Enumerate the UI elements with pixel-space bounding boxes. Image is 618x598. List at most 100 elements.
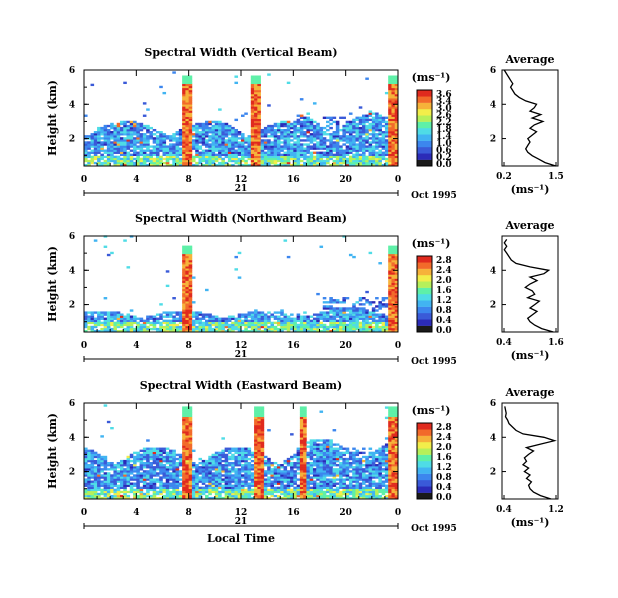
heatmap-cell — [123, 327, 127, 331]
heatmap-cell — [182, 422, 186, 426]
heatmap-cell — [178, 149, 183, 152]
heatmap-cell — [133, 451, 137, 455]
heatmap-cell — [103, 472, 108, 475]
heatmap-cell — [257, 468, 261, 471]
heatmap-cell — [113, 147, 118, 150]
heatmap-cell — [276, 466, 281, 469]
heatmap-cell — [296, 472, 301, 475]
heatmap-cell — [208, 455, 212, 459]
heatmap-cell — [211, 466, 216, 469]
heatmap-cell — [286, 476, 291, 479]
heatmap-cell — [155, 137, 160, 140]
heatmap-cell — [185, 284, 189, 288]
heatmap-cell — [191, 145, 196, 148]
heatmap-cell — [165, 161, 170, 165]
heatmap-cell — [329, 325, 333, 329]
heatmap-cell — [182, 262, 186, 265]
heatmap-cell — [303, 445, 307, 448]
heatmap-cell — [296, 319, 301, 323]
heatmap-cell — [244, 137, 248, 140]
heatmap-cell — [182, 449, 186, 452]
heatmap-cell — [162, 459, 167, 463]
heatmap-cell — [290, 317, 294, 320]
heatmap-cell — [237, 451, 242, 455]
heatmap-cell — [93, 466, 98, 469]
heatmap-cell — [182, 135, 186, 138]
heatmap-cell — [237, 461, 242, 465]
heatmap-cell — [270, 327, 275, 331]
heatmap-cell — [316, 466, 320, 469]
heatmap-cell — [391, 313, 396, 316]
heatmap-cell — [250, 478, 255, 481]
heatmap-cell — [296, 161, 301, 165]
heatmap-cell — [234, 128, 239, 132]
heatmap-cell — [126, 480, 131, 483]
heatmap-cell — [90, 486, 95, 490]
heatmap-cell — [299, 143, 304, 146]
heatmap-cell — [165, 135, 170, 138]
heatmap-cell — [260, 414, 265, 418]
heatmap-cell — [185, 297, 189, 300]
heatmap-cell — [175, 494, 180, 498]
heatmap-cell — [195, 315, 199, 318]
heatmap-cell — [355, 327, 360, 331]
heatmap-cell — [375, 153, 379, 157]
heatmap-cell — [146, 149, 150, 152]
heatmap-cell — [368, 303, 373, 306]
heatmap-cell — [221, 490, 225, 494]
heatmap-cell — [362, 147, 366, 150]
heatmap-cell — [110, 464, 114, 467]
heatmap-cell — [195, 496, 199, 500]
heatmap-cell — [103, 126, 108, 130]
heatmap-cell — [234, 155, 239, 159]
heatmap-cell — [201, 466, 206, 469]
heatmap-cell — [378, 307, 382, 310]
heatmap-cell — [185, 79, 189, 82]
heatmap-cell — [388, 151, 392, 154]
heatmap-cell — [247, 482, 252, 485]
heatmap-cell — [273, 486, 278, 490]
heatmap-cell — [260, 427, 265, 430]
heatmap-cell — [195, 490, 199, 494]
heatmap-cell — [371, 153, 376, 157]
heatmap-cell — [381, 319, 386, 323]
heatmap-cell — [185, 429, 189, 432]
heatmap-cell — [348, 253, 353, 257]
heatmap-cell — [319, 464, 324, 467]
heatmap-cell — [191, 141, 196, 144]
heatmap-cell — [159, 486, 163, 490]
heatmap-cell — [182, 149, 186, 152]
heatmap-cell — [188, 161, 193, 165]
heatmap-cell — [191, 321, 196, 325]
heatmap-cell — [273, 476, 278, 479]
heatmap-cell — [188, 264, 193, 267]
heatmap-cell — [129, 315, 134, 318]
heatmap-cell — [273, 137, 278, 140]
heatmap-cell — [159, 131, 163, 134]
heatmap-cell — [270, 155, 275, 159]
heatmap-cell — [348, 323, 353, 327]
heatmap-cell — [182, 118, 186, 122]
colorbar-swatch — [417, 306, 432, 314]
heatmap-cell — [316, 145, 320, 148]
heatmap-cell — [312, 151, 317, 154]
heatmap-cell — [198, 126, 203, 130]
heatmap-cell — [254, 77, 258, 80]
heatmap-cell — [182, 126, 186, 130]
heatmap-cell — [224, 461, 229, 465]
heatmap-cell — [155, 145, 160, 148]
heatmap-cell — [185, 280, 189, 283]
heatmap-cell — [224, 131, 229, 134]
colorbar-swatch — [417, 153, 432, 160]
heatmap-cell — [211, 476, 216, 479]
heatmap-cell — [139, 147, 144, 150]
heatmap-cell — [84, 145, 88, 148]
heatmap-cell — [326, 455, 330, 459]
heatmap-cell — [227, 319, 232, 323]
heatmap-cell — [394, 319, 399, 323]
heatmap-cell — [303, 317, 307, 320]
heatmap-cell — [280, 327, 284, 331]
heatmap-cell — [257, 110, 261, 113]
heatmap-cell — [342, 133, 346, 136]
heatmap-cell — [185, 249, 189, 253]
